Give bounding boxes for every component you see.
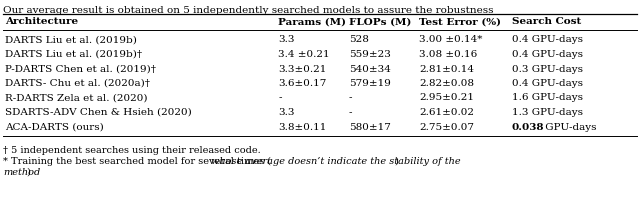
- Text: DARTS Liu et al. (2019b)†: DARTS Liu et al. (2019b)†: [5, 50, 142, 59]
- Text: 3.8±0.11: 3.8±0.11: [278, 122, 327, 132]
- Text: ACA-DARTS (ours): ACA-DARTS (ours): [5, 122, 104, 132]
- Text: P-DARTS Chen et al. (2019)†: P-DARTS Chen et al. (2019)†: [5, 64, 156, 73]
- Text: 0.4 GPU-days: 0.4 GPU-days: [512, 79, 583, 88]
- Text: 559±23: 559±23: [349, 50, 390, 59]
- Text: 3.4 ±0.21: 3.4 ±0.21: [278, 50, 330, 59]
- Text: Search Cost: Search Cost: [512, 18, 581, 26]
- Text: 3.08 ±0.16: 3.08 ±0.16: [419, 50, 477, 59]
- Text: Our average result is obtained on 5 independently searched models to assure the : Our average result is obtained on 5 inde…: [3, 6, 493, 15]
- Text: 1.6 GPU-days: 1.6 GPU-days: [512, 94, 583, 102]
- Text: whose average doesn’t indicate the stability of the: whose average doesn’t indicate the stabi…: [211, 157, 461, 166]
- Text: 3.3±0.21: 3.3±0.21: [278, 64, 327, 73]
- Text: DARTS Liu et al. (2019b): DARTS Liu et al. (2019b): [5, 36, 137, 45]
- Text: Params (M): Params (M): [278, 18, 346, 26]
- Text: ): ): [26, 168, 30, 177]
- Text: -: -: [349, 94, 352, 102]
- Text: 0.4 GPU-days: 0.4 GPU-days: [512, 36, 583, 45]
- Text: 580±17: 580±17: [349, 122, 390, 132]
- Text: SDARTS-ADV Chen & Hsieh (2020): SDARTS-ADV Chen & Hsieh (2020): [5, 108, 192, 117]
- Text: DARTS- Chu et al. (2020a)†: DARTS- Chu et al. (2020a)†: [5, 79, 150, 88]
- Text: 3.3: 3.3: [278, 108, 295, 117]
- Text: ): ): [394, 157, 398, 166]
- Text: 528: 528: [349, 36, 369, 45]
- Text: FLOPs (M): FLOPs (M): [349, 18, 411, 26]
- Text: 2.75±0.07: 2.75±0.07: [419, 122, 474, 132]
- Text: 2.61±0.02: 2.61±0.02: [419, 108, 474, 117]
- Text: 0.4 GPU-days: 0.4 GPU-days: [512, 50, 583, 59]
- Text: 1.3 GPU-days: 1.3 GPU-days: [512, 108, 583, 117]
- Text: Test Error (%): Test Error (%): [419, 18, 501, 26]
- Text: GPU-days: GPU-days: [542, 122, 596, 132]
- Text: † 5 independent searches using their released code.: † 5 independent searches using their rel…: [3, 146, 260, 155]
- Text: 0.3 GPU-days: 0.3 GPU-days: [512, 64, 583, 73]
- Text: -: -: [278, 94, 282, 102]
- Text: Architecture: Architecture: [5, 18, 78, 26]
- Text: 3.00 ±0.14*: 3.00 ±0.14*: [419, 36, 483, 45]
- Text: 2.95±0.21: 2.95±0.21: [419, 94, 474, 102]
- Text: 540±34: 540±34: [349, 64, 390, 73]
- Text: 3.6±0.17: 3.6±0.17: [278, 79, 327, 88]
- Text: -: -: [349, 108, 352, 117]
- Text: 0.038: 0.038: [512, 122, 545, 132]
- Text: 3.3: 3.3: [278, 36, 295, 45]
- Text: * Training the best searched model for several times (: * Training the best searched model for s…: [3, 157, 271, 166]
- Text: 2.81±0.14: 2.81±0.14: [419, 64, 474, 73]
- Text: method: method: [3, 168, 40, 177]
- Text: R-DARTS Zela et al. (2020): R-DARTS Zela et al. (2020): [5, 94, 148, 102]
- Text: 2.82±0.08: 2.82±0.08: [419, 79, 474, 88]
- Text: 579±19: 579±19: [349, 79, 390, 88]
